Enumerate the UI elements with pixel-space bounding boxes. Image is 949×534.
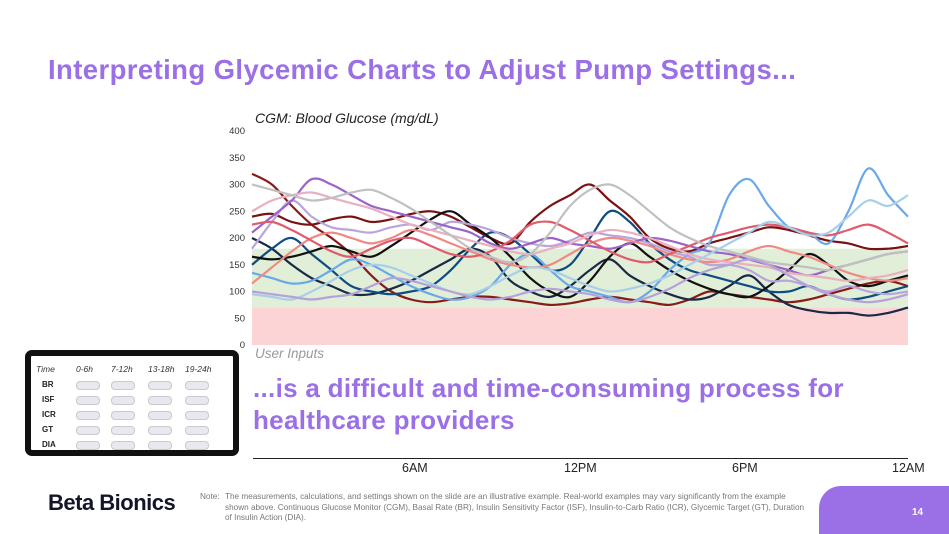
column-header: 19-24h bbox=[185, 364, 212, 374]
setting-input-icr-0[interactable] bbox=[76, 411, 100, 420]
y-tick-label: 400 bbox=[229, 126, 245, 137]
y-tick-label: 300 bbox=[229, 180, 245, 191]
x-tick-6pm: 6PM bbox=[732, 461, 758, 475]
glucose-series-trace-11 bbox=[251, 191, 909, 282]
setting-input-dia-2[interactable] bbox=[148, 441, 172, 450]
slide-title: Interpreting Glycemic Charts to Adjust P… bbox=[48, 54, 797, 85]
pump-settings-panel: Time 0-6h 7-12h 13-18h 19-24h BR ISF ICR… bbox=[25, 350, 239, 456]
setting-input-br-1[interactable] bbox=[111, 381, 135, 390]
page-number: 14 bbox=[912, 507, 924, 518]
page-number-tab: 14 bbox=[819, 486, 949, 534]
setting-input-gt-0[interactable] bbox=[76, 426, 100, 435]
row-label-dia: DIA bbox=[42, 440, 56, 449]
column-header: 7-12h bbox=[111, 364, 133, 374]
y-axis-ticks: 0 50 100 150 200 250 300 350 400 bbox=[229, 126, 245, 351]
glucose-traces bbox=[251, 167, 909, 317]
glucose-series-trace-1 bbox=[251, 172, 909, 307]
chart-title: CGM: Blood Glucose (mg/dL) bbox=[255, 110, 439, 126]
y-tick-label: 0 bbox=[240, 340, 245, 351]
row-label-icr: ICR bbox=[42, 410, 56, 419]
y-tick-label: 100 bbox=[229, 287, 245, 298]
setting-input-icr-2[interactable] bbox=[148, 411, 172, 420]
row-label-isf: ISF bbox=[42, 395, 55, 404]
beta-bionics-logo: Beta Bionics bbox=[48, 490, 176, 515]
row-label-gt: GT bbox=[42, 425, 54, 434]
note-text: The measurements, calculations, and sett… bbox=[225, 492, 805, 523]
low-range-band bbox=[252, 307, 908, 345]
y-tick-label: 150 bbox=[229, 260, 245, 271]
setting-input-dia-3[interactable] bbox=[185, 441, 209, 450]
tagline: ...is a difficult and time-consuming pro… bbox=[253, 373, 844, 435]
glucose-series-trace-9 bbox=[251, 228, 909, 285]
glucose-series-trace-12 bbox=[251, 183, 909, 272]
column-header: 13-18h bbox=[148, 364, 175, 374]
x-tick-12pm: 12PM bbox=[564, 461, 597, 475]
glucose-series-trace-3 bbox=[251, 237, 909, 317]
setting-input-isf-1[interactable] bbox=[111, 396, 135, 405]
setting-input-br-2[interactable] bbox=[148, 381, 172, 390]
setting-input-dia-1[interactable] bbox=[111, 441, 135, 450]
glucose-series-trace-10 bbox=[251, 220, 909, 264]
time-header: Time bbox=[36, 364, 55, 374]
setting-input-dia-0[interactable] bbox=[76, 441, 100, 450]
x-tick-6am: 6AM bbox=[402, 461, 428, 475]
x-tick-12am: 12AM bbox=[892, 461, 925, 475]
setting-input-br-0[interactable] bbox=[76, 381, 100, 390]
row-label-br: BR bbox=[42, 380, 54, 389]
y-tick-label: 350 bbox=[229, 153, 245, 164]
note-label: Note: bbox=[200, 492, 220, 501]
glucose-series-trace-14 bbox=[251, 258, 909, 304]
user-inputs-label: User Inputs bbox=[255, 346, 325, 361]
column-header: 0-6h bbox=[76, 364, 94, 374]
x-axis-line bbox=[253, 458, 908, 459]
glucose-series-trace-13 bbox=[251, 194, 909, 301]
setting-input-isf-3[interactable] bbox=[185, 396, 209, 405]
setting-input-icr-3[interactable] bbox=[185, 411, 209, 420]
glucose-series-trace-5 bbox=[251, 210, 909, 299]
setting-input-isf-2[interactable] bbox=[148, 396, 172, 405]
setting-input-icr-1[interactable] bbox=[111, 411, 135, 420]
y-tick-label: 50 bbox=[234, 313, 245, 324]
y-tick-label: 250 bbox=[229, 206, 245, 217]
setting-input-isf-0[interactable] bbox=[76, 396, 100, 405]
setting-input-gt-2[interactable] bbox=[148, 426, 172, 435]
y-tick-label: 200 bbox=[229, 233, 245, 244]
setting-input-br-3[interactable] bbox=[185, 381, 209, 390]
setting-input-gt-3[interactable] bbox=[185, 426, 209, 435]
setting-input-gt-1[interactable] bbox=[111, 426, 135, 435]
